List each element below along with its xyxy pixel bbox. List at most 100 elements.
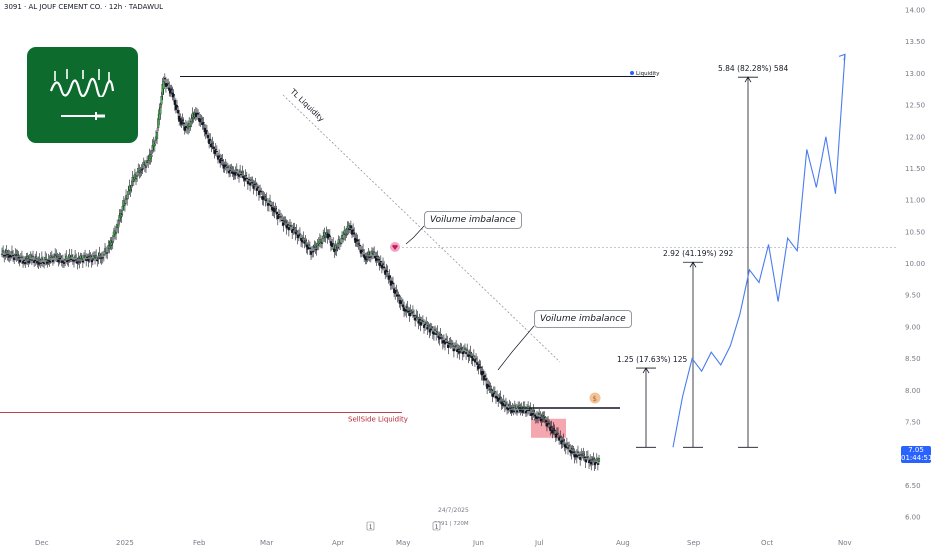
x-tick-label: Mar bbox=[260, 539, 273, 547]
candle-down bbox=[589, 459, 592, 461]
candle-up bbox=[430, 326, 433, 328]
candle-up bbox=[489, 388, 492, 390]
candle-up bbox=[420, 319, 423, 322]
candle-down bbox=[405, 309, 408, 312]
candle-down bbox=[297, 234, 300, 237]
candle-down bbox=[264, 199, 267, 201]
candle-down bbox=[424, 323, 427, 326]
candle-down bbox=[356, 239, 359, 242]
candle-up bbox=[411, 311, 414, 313]
candle-down bbox=[353, 232, 356, 235]
candle-up bbox=[542, 417, 545, 419]
candle-up bbox=[59, 255, 62, 258]
candle-down bbox=[397, 295, 400, 297]
candle-down bbox=[446, 341, 449, 343]
candle-up bbox=[347, 225, 350, 229]
candle-up bbox=[523, 406, 526, 408]
candle-down bbox=[587, 460, 591, 464]
candle-down bbox=[558, 437, 561, 441]
date-badge-right[interactable] bbox=[432, 521, 441, 531]
candle-up bbox=[126, 198, 129, 200]
y-tick-label: 9.50 bbox=[905, 292, 921, 300]
candle-up bbox=[200, 118, 203, 120]
candle-up bbox=[226, 166, 230, 168]
candle-up bbox=[324, 236, 327, 238]
candle-down bbox=[440, 337, 443, 339]
candle-up bbox=[502, 400, 505, 403]
candle-down bbox=[18, 259, 21, 263]
candle-down bbox=[548, 423, 551, 425]
candle-down bbox=[13, 257, 16, 261]
candle-up bbox=[280, 216, 283, 218]
x-tick-label: Sep bbox=[687, 539, 701, 547]
candle-down bbox=[237, 174, 241, 177]
candle-down bbox=[6, 253, 9, 256]
candle-down bbox=[524, 410, 527, 414]
volume-imbalance-callout-2: Voilume imbalance bbox=[534, 310, 632, 328]
candle-down bbox=[144, 166, 148, 168]
candle-up bbox=[167, 83, 170, 85]
candle-up bbox=[592, 458, 595, 460]
last-price-countdown: 01:44:51 bbox=[901, 454, 932, 462]
candle-down bbox=[262, 196, 265, 200]
candle-down bbox=[399, 301, 402, 304]
candle-up bbox=[20, 256, 23, 258]
candle-down bbox=[498, 397, 501, 400]
candle-down bbox=[414, 317, 417, 321]
candle-up bbox=[302, 237, 305, 239]
candle-down bbox=[76, 261, 79, 264]
candle-down bbox=[570, 451, 573, 454]
candle-up bbox=[425, 322, 428, 324]
candle-down bbox=[473, 359, 476, 363]
candle-down bbox=[243, 177, 246, 181]
y-tick-label: 13.50 bbox=[905, 38, 925, 46]
date-badge-left[interactable] bbox=[366, 521, 375, 531]
candle-down bbox=[75, 259, 78, 261]
candle-down bbox=[21, 261, 25, 264]
candle-down bbox=[206, 135, 210, 139]
projection-arrow-icon bbox=[838, 53, 846, 61]
candle-up bbox=[416, 316, 419, 318]
candle-down bbox=[34, 259, 37, 262]
liquidity-dot-icon bbox=[630, 71, 634, 76]
candle-down bbox=[332, 243, 335, 245]
candle-down bbox=[507, 408, 510, 411]
candle-down bbox=[456, 349, 459, 353]
candle-up bbox=[538, 413, 541, 415]
candle-up bbox=[373, 251, 376, 253]
candle-down bbox=[175, 105, 179, 108]
candle-up bbox=[121, 206, 124, 211]
candle-down bbox=[312, 251, 315, 253]
candle-down bbox=[553, 429, 556, 431]
candle-down bbox=[212, 146, 215, 149]
candle-up bbox=[102, 254, 105, 256]
candle-up bbox=[582, 453, 585, 456]
candle-up bbox=[466, 349, 469, 351]
candle-down bbox=[246, 181, 249, 185]
candle-up bbox=[319, 239, 323, 243]
candle-up bbox=[35, 256, 38, 259]
target-label: 2.92 (41.19%) 292 bbox=[663, 249, 733, 258]
date-badge-left-label: 1 bbox=[369, 525, 372, 531]
candle-up bbox=[108, 246, 111, 249]
candle-down bbox=[221, 159, 224, 161]
candle-up bbox=[70, 254, 73, 257]
candle-down bbox=[590, 461, 593, 465]
money-bag-icon bbox=[589, 392, 601, 404]
candle-down bbox=[48, 260, 51, 263]
candle-down bbox=[249, 182, 252, 186]
candle-down bbox=[422, 324, 426, 328]
candle-up bbox=[511, 407, 514, 409]
candle-down bbox=[57, 259, 60, 263]
x-tick-label: Apr bbox=[332, 539, 344, 547]
candle-down bbox=[170, 88, 173, 90]
candle-down bbox=[228, 170, 231, 174]
candle-up bbox=[472, 355, 475, 357]
projection-path-line[interactable] bbox=[672, 54, 846, 448]
candle-down bbox=[295, 230, 298, 232]
candle-up bbox=[290, 225, 293, 227]
candle-down bbox=[9, 255, 12, 258]
candle-down bbox=[435, 333, 438, 335]
candle-down bbox=[61, 260, 64, 262]
